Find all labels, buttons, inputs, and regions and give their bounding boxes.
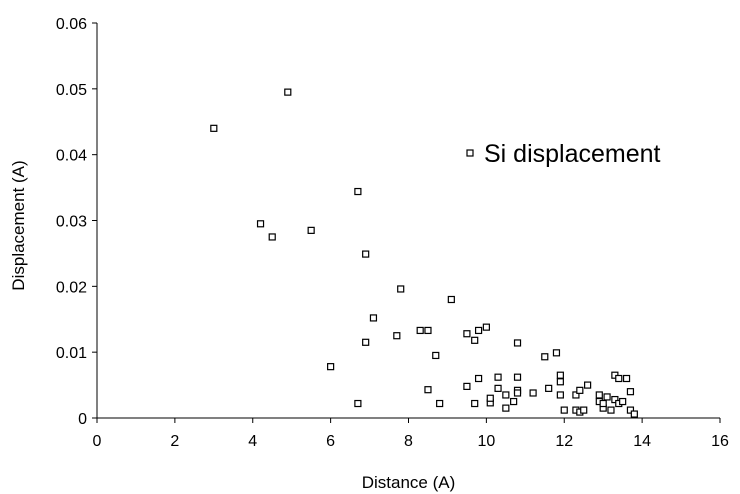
data-point (611, 395, 619, 404)
data-point (284, 88, 292, 96)
data-point (436, 399, 444, 408)
x-tick-label: 8 (404, 433, 413, 450)
data-point (471, 336, 479, 344)
data-points (210, 88, 638, 418)
x-tick-label: 6 (326, 433, 335, 450)
data-point (584, 381, 592, 389)
legend: Si displacement (466, 140, 661, 168)
x-tick-label: 16 (711, 433, 729, 450)
data-point (494, 373, 502, 381)
data-point (354, 187, 362, 196)
data-point (502, 391, 510, 399)
data-point (560, 406, 568, 414)
data-point (622, 374, 631, 383)
data-point (463, 330, 471, 338)
y-tick-label: 0.03 (56, 214, 87, 231)
axes (96, 23, 720, 419)
data-point (513, 389, 522, 397)
data-point (432, 351, 440, 360)
y-tick-label: 0.04 (56, 148, 87, 165)
data-point (607, 406, 615, 414)
data-point (447, 295, 455, 304)
x-tick-label: 4 (248, 433, 257, 450)
data-point (541, 353, 549, 361)
y-tick-label: 0 (78, 411, 87, 428)
data-point (576, 386, 584, 394)
data-point (556, 391, 564, 399)
data-point (416, 326, 424, 335)
data-point (556, 378, 564, 386)
data-point (307, 226, 315, 234)
y-tick-label: 0.02 (56, 279, 87, 296)
x-axis-ticks: 0 2 4 6 8 10 12 14 16 (93, 418, 729, 450)
y-tick-label: 0.05 (56, 82, 87, 99)
data-point (552, 349, 561, 357)
legend-marker (466, 149, 474, 157)
data-point (424, 386, 432, 394)
x-tick-label: 2 (170, 433, 179, 450)
data-point (494, 384, 502, 392)
data-point (486, 394, 494, 402)
data-point (572, 391, 580, 399)
data-point (626, 388, 635, 396)
data-point (369, 314, 378, 322)
data-point (393, 332, 401, 340)
data-point (502, 404, 510, 412)
data-point (580, 406, 588, 414)
data-point (603, 393, 611, 401)
data-point (619, 397, 627, 406)
y-axis-ticks: 0 0.01 0.02 0.03 0.04 0.05 0.06 (56, 16, 97, 428)
data-point (474, 374, 483, 383)
data-point (424, 326, 432, 335)
data-point (463, 382, 471, 390)
legend-label: Si displacement (484, 140, 661, 168)
x-axis-title: Distance (A) (362, 473, 456, 492)
data-point (256, 220, 265, 228)
data-point (354, 399, 362, 408)
data-point (210, 124, 218, 132)
data-point (599, 399, 607, 408)
data-point (513, 373, 522, 381)
data-point (474, 326, 483, 335)
y-axis-title: Displacement (A) (9, 160, 28, 290)
data-point (268, 233, 276, 241)
data-point (626, 406, 635, 414)
x-tick-label: 0 (93, 433, 102, 450)
data-point (529, 389, 537, 397)
x-tick-label: 12 (555, 433, 573, 450)
data-point (362, 338, 370, 346)
data-point (510, 397, 518, 406)
data-point (545, 384, 553, 392)
data-point (327, 363, 335, 371)
data-point (615, 374, 623, 383)
x-tick-label: 10 (477, 433, 495, 450)
data-point (362, 250, 370, 258)
data-point (482, 323, 490, 331)
data-point (513, 339, 522, 347)
data-point (397, 285, 405, 293)
data-point (556, 371, 564, 379)
x-tick-label: 14 (633, 433, 651, 450)
data-point (630, 410, 638, 418)
data-point (595, 391, 603, 399)
data-point (471, 399, 479, 408)
y-tick-label: 0.01 (56, 345, 87, 362)
y-tick-label: 0.06 (56, 16, 87, 33)
